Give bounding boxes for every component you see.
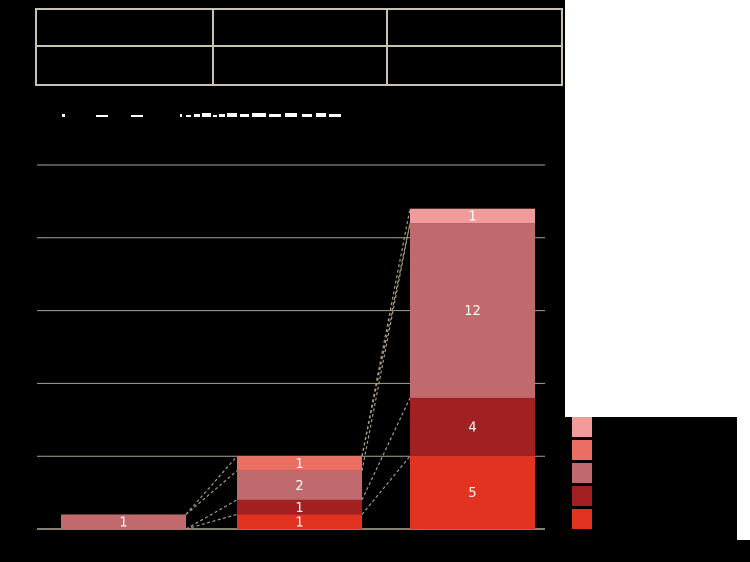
bar-value-label: 1: [468, 210, 476, 225]
text-fragment: [219, 114, 225, 117]
legend-swatch: [572, 509, 592, 529]
page-white-area-top-right: [565, 0, 750, 417]
connector-line: [185, 499, 238, 530]
bar-value-label: 1: [295, 515, 303, 530]
text-fragment: [227, 113, 237, 117]
table-cell: [37, 10, 214, 47]
bar-segment-rose: [61, 514, 186, 529]
bar-segment-rose: [237, 470, 362, 500]
page-white-area-right-sliver: [737, 417, 750, 540]
text-fragment: [131, 115, 143, 117]
text-fragment: [194, 114, 200, 117]
bar-value-label: 2: [295, 479, 303, 494]
text-fragment: [269, 114, 281, 117]
text-fragment: [302, 114, 312, 117]
bar-segment-dark-red: [237, 499, 362, 515]
table-cell: [214, 10, 388, 47]
text-fragment: [329, 114, 341, 117]
bar-segment-rose: [410, 223, 535, 398]
connector-line: [361, 223, 411, 471]
legend-swatch: [572, 463, 592, 483]
bar-segment-bright-red: [237, 514, 362, 529]
connector-line: [361, 208, 411, 457]
bar-value-label: 1: [295, 457, 303, 472]
text-fragment: [240, 114, 249, 117]
summary-table: [35, 8, 563, 86]
text-fragment: [96, 115, 108, 117]
text-fragment: [202, 113, 211, 117]
table-cell: [214, 47, 388, 84]
bar-value-label: 1: [119, 515, 127, 530]
bar-value-label: 4: [468, 421, 476, 436]
connector-line: [361, 455, 411, 515]
text-fragment: [316, 113, 326, 117]
bar-segment-dark-red: [410, 397, 535, 457]
bar-segment-light-pink: [410, 208, 535, 224]
bar-value-label: 5: [468, 486, 476, 501]
text-fragment: [62, 114, 65, 117]
text-fragment: [285, 113, 297, 117]
text-fragment: [186, 115, 191, 117]
legend-swatch: [572, 486, 592, 506]
legend-swatch: [572, 440, 592, 460]
text-fragment: [252, 113, 266, 117]
text-fragment: [180, 114, 182, 117]
bar-value-label: 1: [295, 501, 303, 516]
bar-segment-salmon: [237, 456, 362, 471]
text-fragment: [213, 115, 217, 117]
connector-line: [185, 455, 238, 515]
table-cell: [388, 10, 561, 47]
bar-value-label: 12: [464, 304, 481, 319]
legend-swatch: [572, 417, 592, 437]
bar-segment-bright-red: [410, 456, 535, 529]
table-cell: [37, 47, 214, 84]
connector-line: [361, 397, 411, 501]
connector-line: [185, 470, 238, 515]
connector-line: [185, 513, 238, 530]
